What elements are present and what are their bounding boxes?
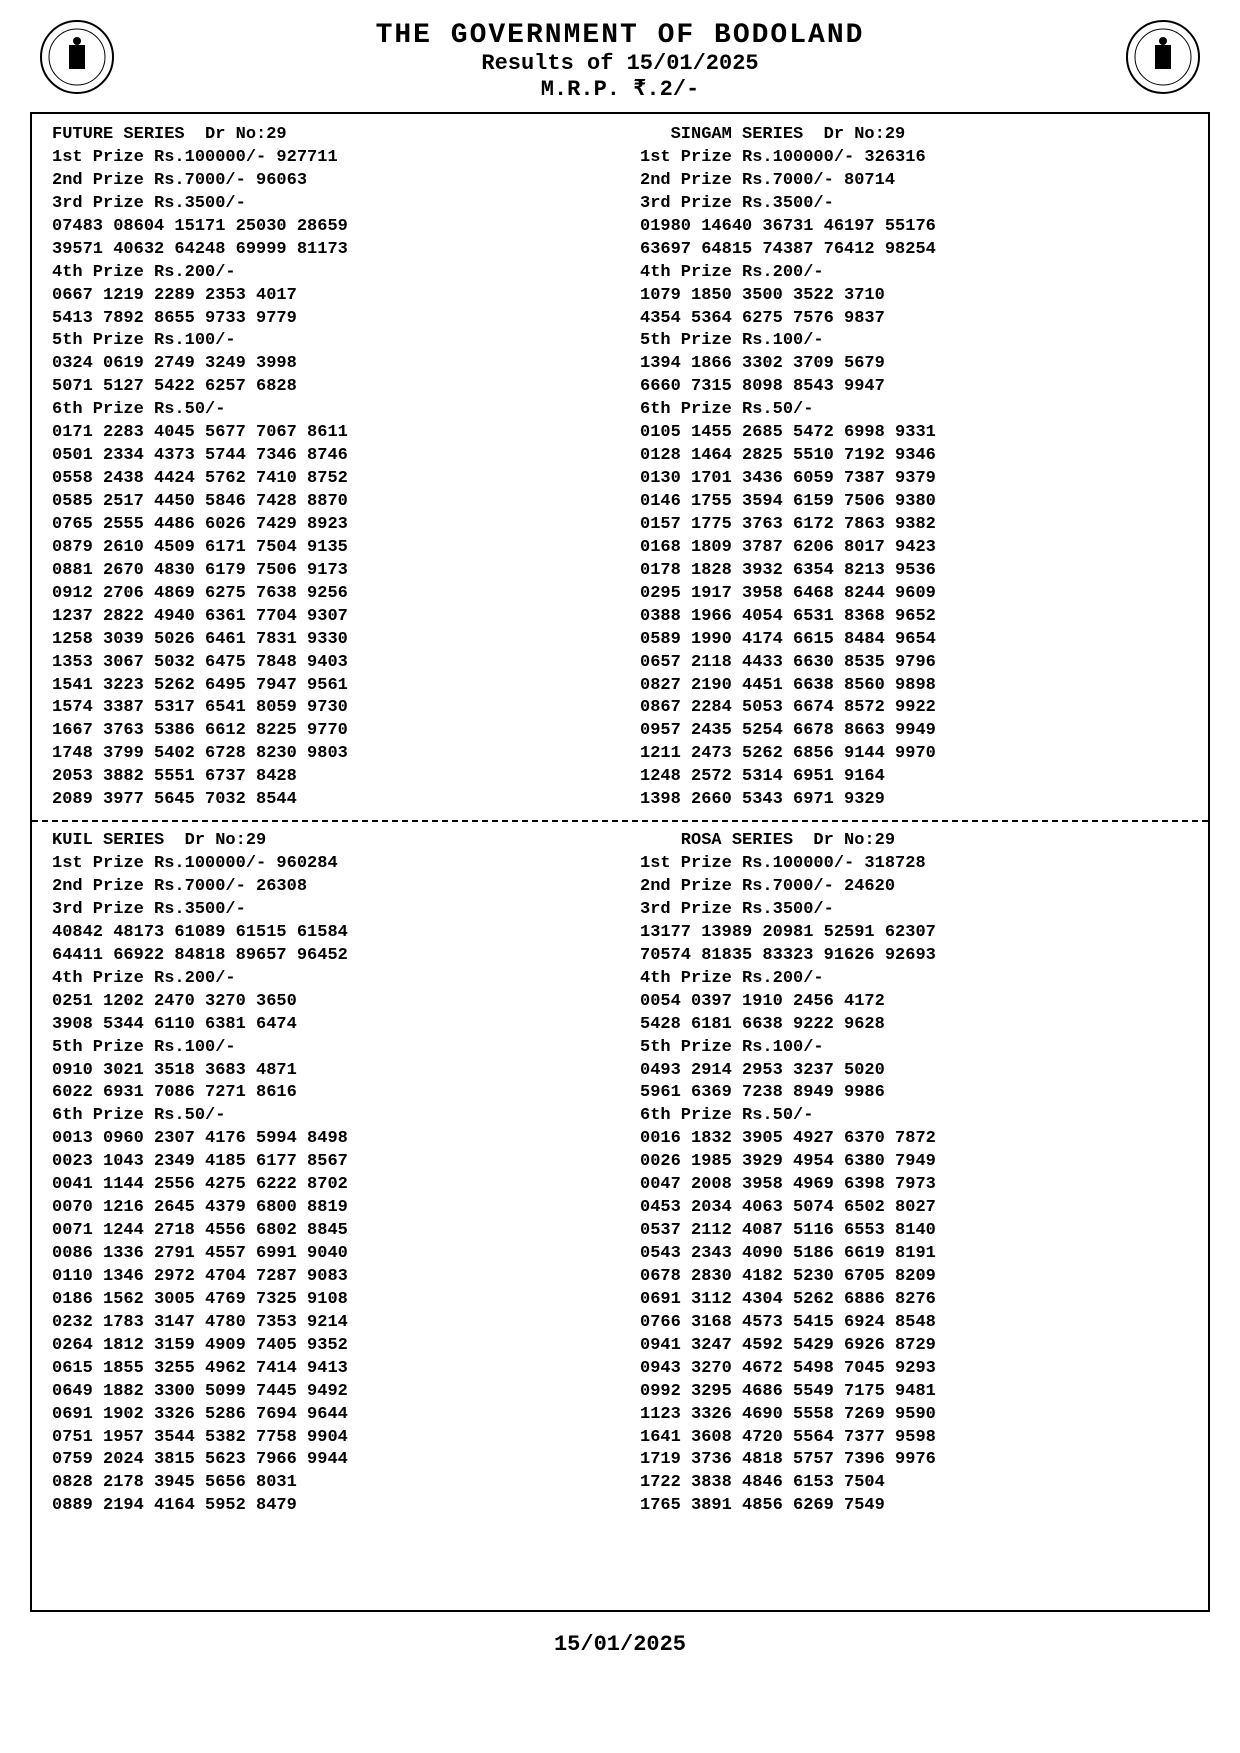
future-series-block: FUTURE SERIES Dr No:29 1st Prize Rs.1000… — [52, 124, 600, 812]
emblem-right-icon — [1126, 20, 1200, 94]
bottom-row: KUIL SERIES Dr No:29 1st Prize Rs.100000… — [52, 830, 1188, 1518]
results-date: Results of 15/01/2025 — [20, 51, 1220, 76]
results-box: FUTURE SERIES Dr No:29 1st Prize Rs.1000… — [30, 112, 1210, 1612]
singam-series-block: SINGAM SERIES Dr No:29 1st Prize Rs.1000… — [640, 124, 1188, 812]
footer-date: 15/01/2025 — [20, 1632, 1220, 1657]
top-row: FUTURE SERIES Dr No:29 1st Prize Rs.1000… — [52, 124, 1188, 812]
page-title: THE GOVERNMENT OF BODOLAND — [20, 20, 1220, 51]
mrp-label: M.R.P. ₹.2/- — [20, 76, 1220, 102]
series-divider — [32, 820, 1208, 822]
rosa-series-block: ROSA SERIES Dr No:29 1st Prize Rs.100000… — [640, 830, 1188, 1518]
page-header: THE GOVERNMENT OF BODOLAND Results of 15… — [20, 20, 1220, 102]
kuil-series-block: KUIL SERIES Dr No:29 1st Prize Rs.100000… — [52, 830, 600, 1518]
emblem-left-icon — [40, 20, 114, 94]
